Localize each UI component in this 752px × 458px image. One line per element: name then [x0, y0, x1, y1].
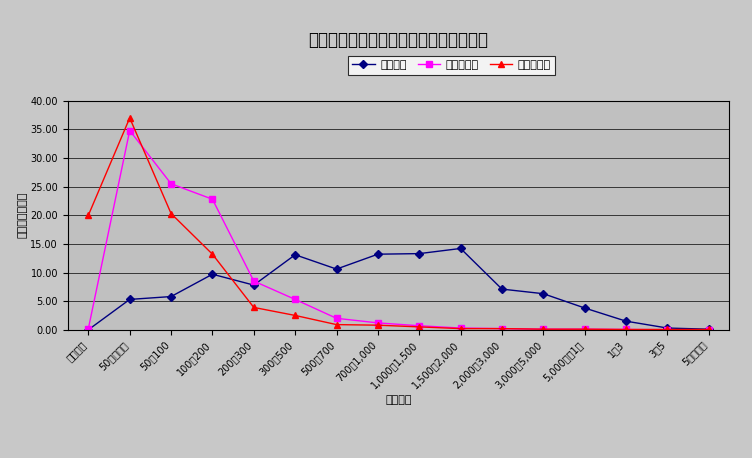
副業的農家: [663, 327, 672, 332]
準主業農家: [538, 327, 547, 332]
主業農家: [373, 251, 382, 257]
主業農家: [581, 305, 590, 311]
副業的農家: [621, 327, 630, 332]
準主業農家: [663, 327, 672, 333]
副業的農家: [704, 327, 713, 332]
主業農家: [415, 251, 424, 256]
主業農家: [249, 282, 259, 288]
主業農家: [332, 267, 341, 272]
Legend: 主業農家, 準主業農家, 副業的農家: 主業農家, 準主業農家, 副業的農家: [348, 56, 555, 75]
準主業農家: [498, 326, 507, 332]
準主業農家: [125, 128, 134, 133]
準主業農家: [373, 320, 382, 326]
主業農家: [290, 252, 299, 257]
副業的農家: [498, 326, 507, 332]
準主業農家: [621, 327, 630, 332]
副業的農家: [373, 322, 382, 328]
副業的農家: [581, 327, 590, 332]
副業的農家: [125, 115, 134, 120]
主業農家: [663, 325, 672, 331]
X-axis label: 販売金額: 販売金額: [385, 396, 412, 405]
準主業農家: [249, 278, 259, 284]
準主業農家: [208, 196, 217, 202]
準主業農家: [415, 323, 424, 328]
主業農家: [621, 318, 630, 324]
副業的農家: [290, 313, 299, 318]
主業農家: [498, 286, 507, 292]
主業農家: [83, 327, 92, 333]
主業農家: [704, 327, 713, 332]
Line: 副業的農家: 副業的農家: [86, 115, 711, 332]
副業的農家: [166, 211, 175, 216]
副業的農家: [456, 326, 465, 332]
副業的農家: [249, 305, 259, 310]
準主業農家: [704, 327, 713, 333]
主業農家: [456, 245, 465, 251]
主業農家: [125, 297, 134, 302]
Title: 図８　主副業・販売金額別農家構成割合: 図８ 主副業・販売金額別農家構成割合: [308, 31, 489, 49]
準主業農家: [290, 297, 299, 302]
Y-axis label: 構成割合（％）: 構成割合（％）: [17, 192, 27, 239]
準主業農家: [83, 326, 92, 332]
副業的農家: [538, 327, 547, 332]
副業的農家: [208, 251, 217, 257]
主業農家: [166, 294, 175, 300]
準主業農家: [456, 325, 465, 331]
主業農家: [208, 272, 217, 277]
副業的農家: [332, 322, 341, 327]
準主業農家: [581, 327, 590, 332]
主業農家: [538, 291, 547, 296]
準主業農家: [166, 181, 175, 186]
副業的農家: [415, 324, 424, 330]
副業的農家: [83, 213, 92, 218]
準主業農家: [332, 316, 341, 321]
Line: 主業農家: 主業農家: [86, 245, 711, 333]
Line: 準主業農家: 準主業農家: [86, 128, 711, 333]
